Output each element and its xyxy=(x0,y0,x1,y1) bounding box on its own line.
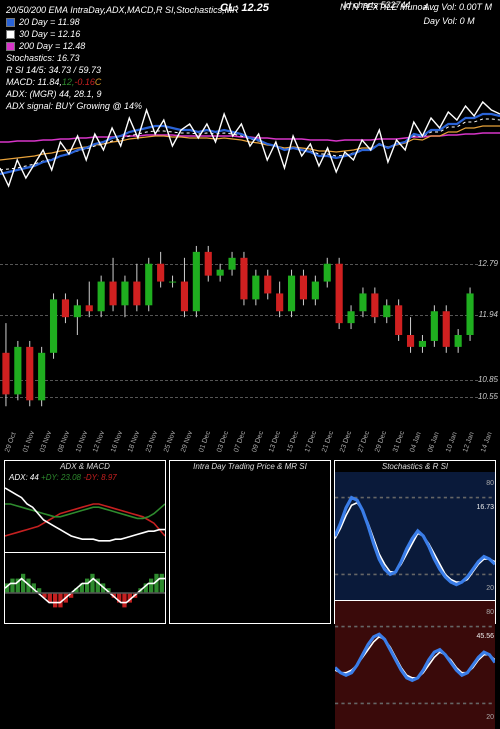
day-volume: Day Vol: 0 M xyxy=(423,16,492,26)
ema200-swatch xyxy=(6,42,15,51)
ema20-swatch xyxy=(6,18,15,27)
candlestick-chart[interactable]: 12.7911.9410.8510.55 xyxy=(0,240,500,430)
ema30-swatch xyxy=(6,30,15,39)
ema30-label: 30 Day = 12.16 xyxy=(19,29,80,39)
adx-macd-panel[interactable]: ADX & MACD ADX: 44 +DY: 23.08 -DY: 8.97 xyxy=(4,460,166,624)
close-price: CL: 12.25 xyxy=(220,2,269,14)
moving-average-chart[interactable] xyxy=(0,90,500,210)
rsi-label: R SI 14/5: 34.73 / 59.73 xyxy=(6,65,101,75)
avg-volume: Avg Vol: 0.00T M xyxy=(423,2,492,12)
indicator-panels: ADX & MACD ADX: 44 +DY: 23.08 -DY: 8.97 … xyxy=(0,458,500,628)
id-charts: Id charts 532744 xyxy=(343,0,423,10)
ema200-label: 200 Day = 12.48 xyxy=(19,41,85,51)
stochastics-label: Stochastics: 16.73 xyxy=(6,53,80,63)
stochastics-panel[interactable]: Stochastics & R SI 80 16.73 20 80 45.56 … xyxy=(334,460,496,624)
macd-label: MACD: 11.84, 12, -0.16 C xyxy=(6,76,494,88)
chart-header: 20/50/200 EMA IntraDay,ADX,MACD,R SI,Sto… xyxy=(0,0,500,90)
ema20-label: 20 Day = 11.98 xyxy=(19,17,80,27)
indicator-list: 20/50/200 EMA IntraDay,ADX,MACD,R SI,Sto… xyxy=(6,5,239,15)
date-axis: 29 Oct01 Nov03 Nov08 Nov10 Nov12 Nov16 N… xyxy=(4,430,476,458)
intraday-panel[interactable]: Intra Day Trading Price & MR SI xyxy=(169,460,331,624)
